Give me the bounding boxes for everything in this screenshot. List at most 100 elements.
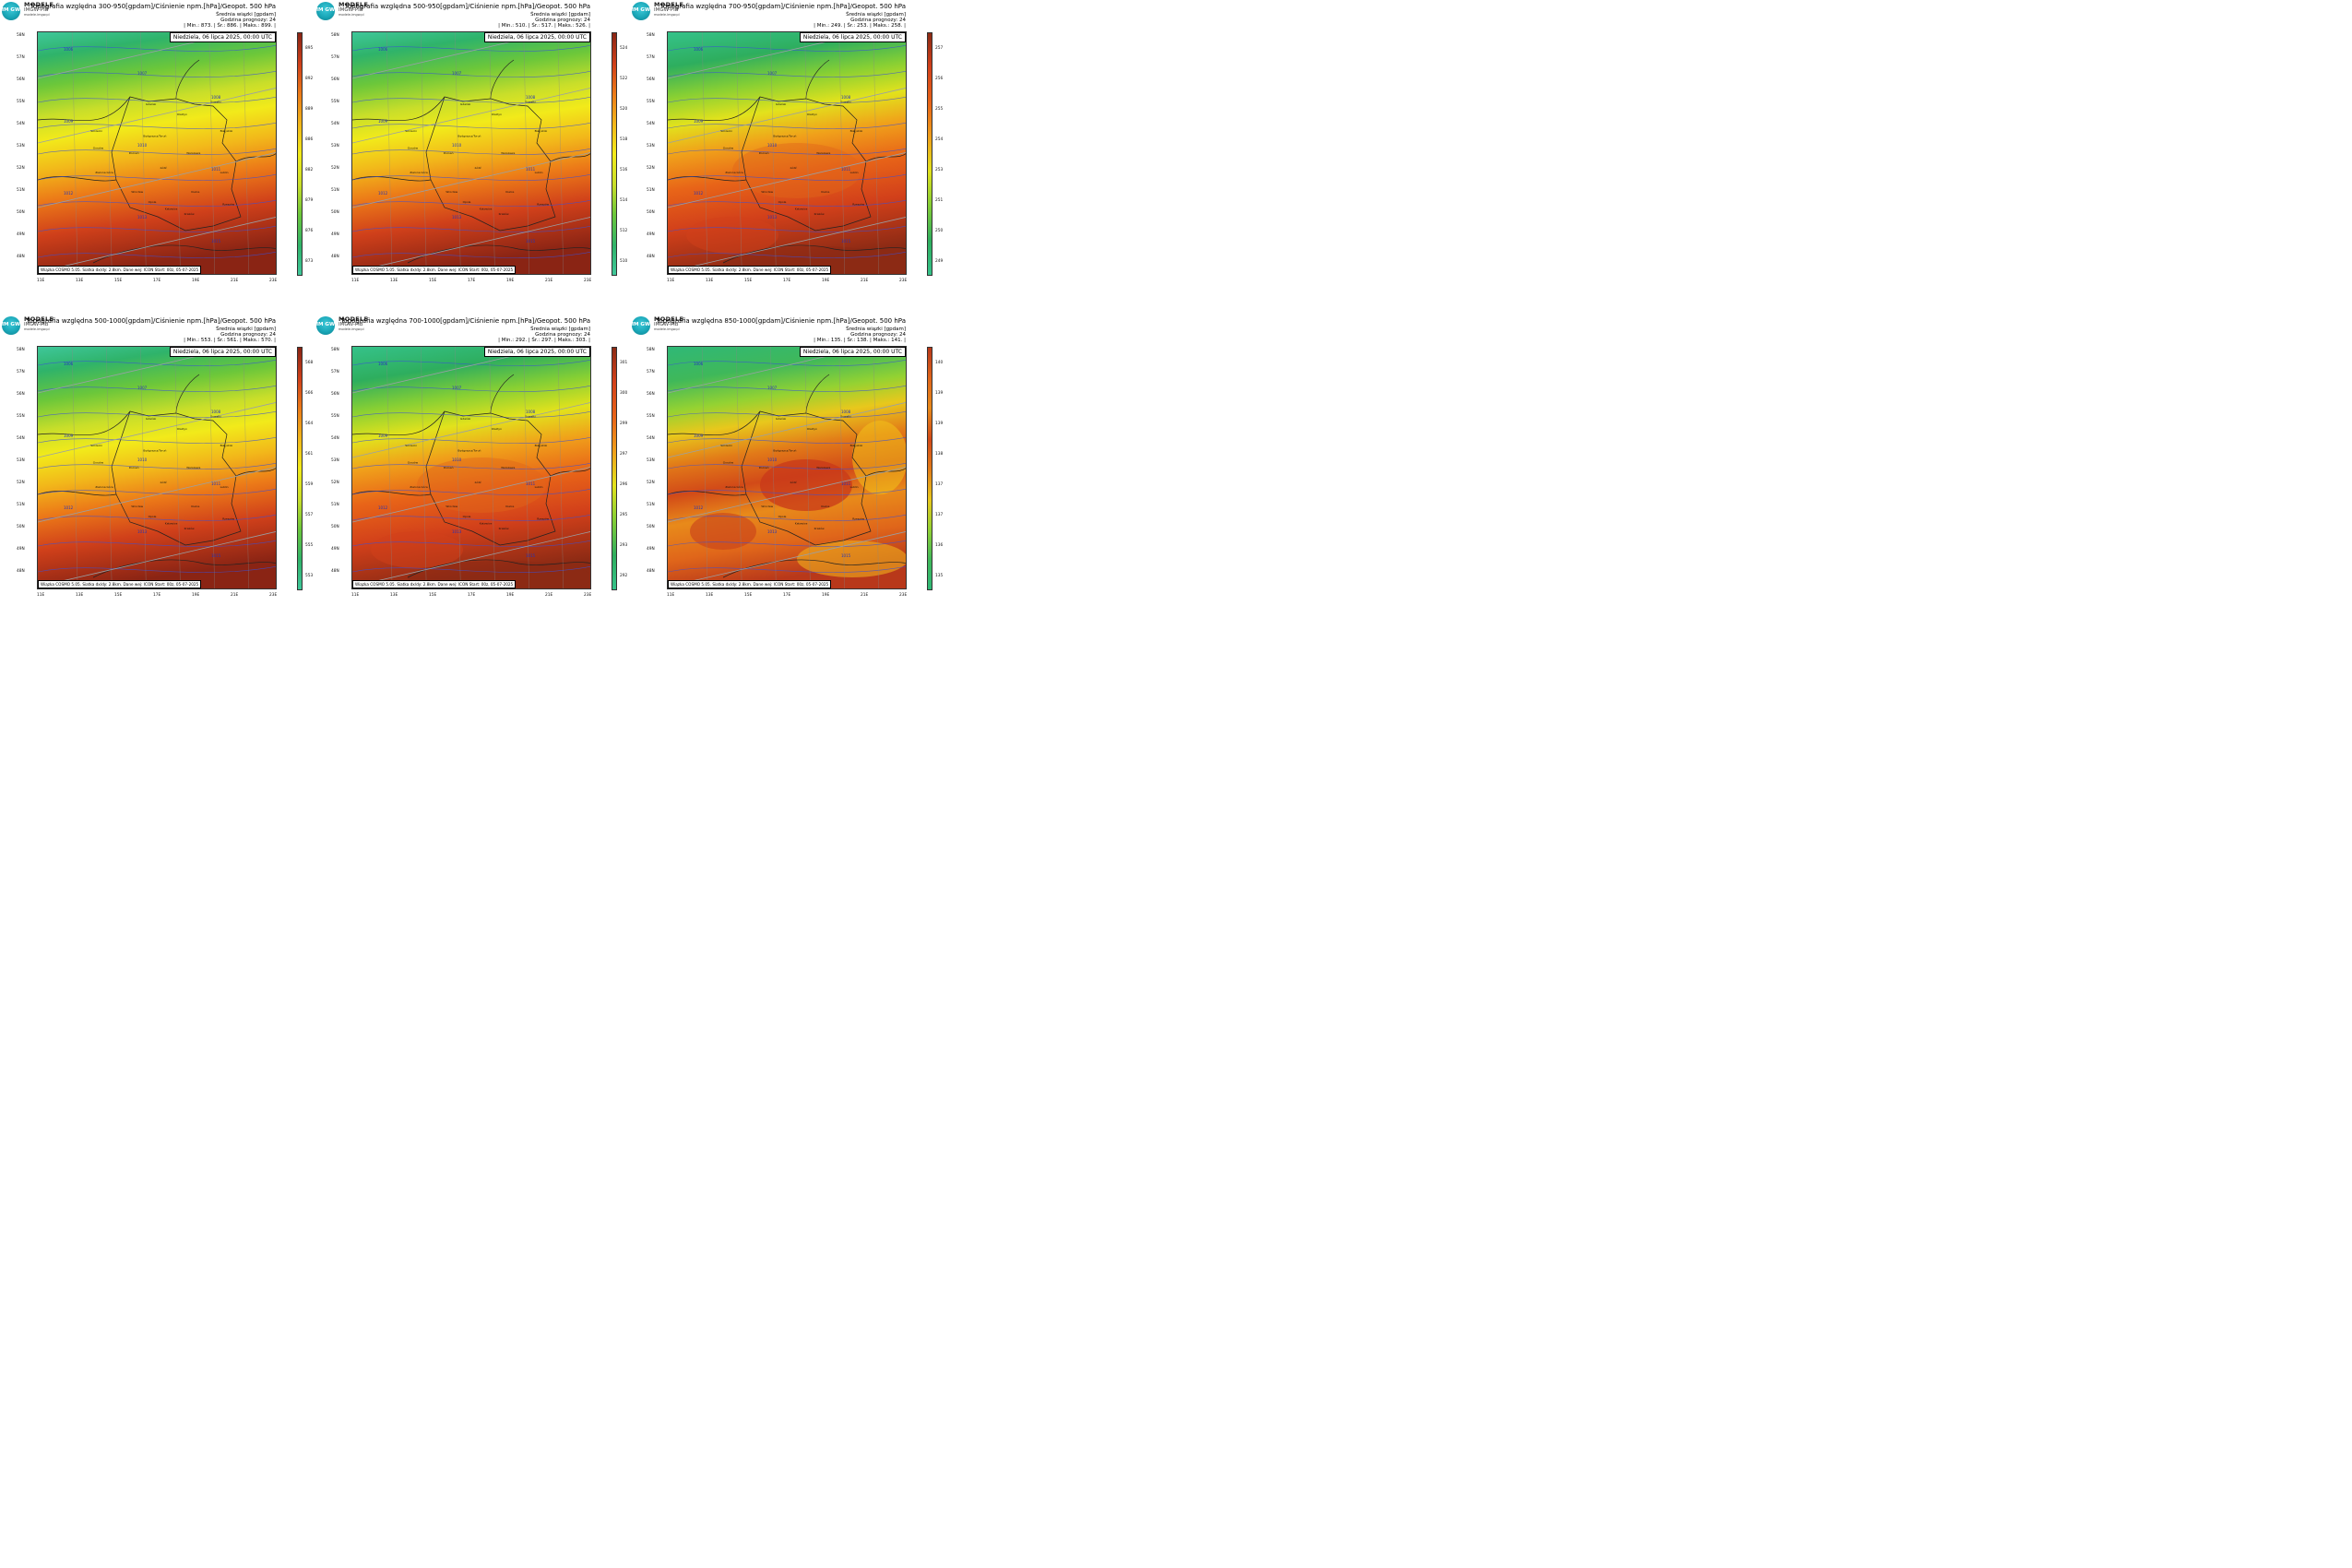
map-area: 1006 1007 1008 1009 1010 1011 1012 1013 1015 Gdań… — [667, 31, 907, 275]
latitude-label: 50N — [647, 525, 655, 529]
latitude-label: 56N — [331, 77, 339, 82]
meridian-line — [106, 32, 113, 274]
longitude-label: 23E — [269, 279, 278, 283]
latitude-label: 58N — [17, 348, 25, 352]
isobar-line — [38, 45, 276, 52]
latitude-label: 57N — [331, 370, 339, 374]
meridian-line — [71, 32, 78, 274]
city-label: Katowice — [795, 208, 808, 211]
latitude-label: 52N — [17, 481, 25, 485]
map-canvas: 1006 1007 1008 1009 1010 1011 1012 1013 1015 Gdań… — [668, 347, 906, 588]
latitude-label: 49N — [647, 547, 655, 552]
geopotential-line — [38, 347, 239, 394]
stats-line: | Min.: 135. | Śr.: 138. | Maks.: 141. | — [814, 338, 906, 343]
border-line — [668, 491, 747, 496]
colorbar-tick: 250 — [935, 229, 944, 233]
longitude-label: 11E — [37, 593, 45, 598]
map-panel: IM GW MODELE IMGW-PIB modele.imgw.pl Topogra… — [315, 0, 629, 315]
isobar-line — [668, 200, 906, 207]
meridian-line — [208, 32, 215, 274]
meridian-line — [701, 347, 708, 588]
latitude-label: 50N — [331, 210, 339, 215]
border-line — [425, 96, 556, 232]
panel-subtitle: Średnia wiązki [gpdam] — [846, 327, 906, 332]
latitude-label: 52N — [647, 166, 655, 171]
latitude-label: 55N — [17, 414, 25, 419]
isobar-label: 1010 — [452, 143, 462, 148]
city-label: Olsztyn — [177, 427, 187, 431]
latitude-label: 48N — [17, 569, 25, 574]
isobar-label: 1009 — [378, 119, 388, 124]
longitude-label: 21E — [545, 593, 553, 598]
logo-brand-sub: IMGW-PIB — [24, 322, 49, 327]
city-label: Rzeszów — [537, 517, 549, 520]
colorbar-tick: 873 — [305, 259, 314, 264]
longitude-label: 15E — [429, 593, 437, 598]
isobar-line — [38, 97, 276, 103]
model-info: Wiązka COSMO 5.05. Siatka dx/dy: 2.8km. … — [352, 580, 517, 588]
field-anomaly — [371, 531, 463, 568]
meridian-line — [106, 347, 113, 588]
city-label: Warszawa — [186, 151, 200, 155]
meridian-line — [174, 32, 181, 274]
colorbar-tick: 137 — [935, 482, 944, 487]
isobar-label: 1012 — [694, 505, 704, 510]
map-panel: IM GW MODELE IMGW-PIB modele.imgw.pl Topogra… — [630, 0, 944, 315]
isobar-label: 1006 — [694, 362, 704, 366]
city-label: Łódź — [474, 166, 481, 170]
city-label: Kielce — [191, 190, 199, 194]
isobar-line — [668, 386, 906, 392]
city-label: Szczecin — [405, 444, 417, 447]
city-label: Gorzów — [93, 461, 104, 465]
geopotential-line — [38, 217, 276, 273]
colorbar-tick: 889 — [305, 107, 314, 112]
isobar-label: 1006 — [694, 47, 704, 52]
logo-site: modele.imgw.pl — [24, 327, 50, 331]
meridian-line — [71, 347, 78, 588]
colorbar-tick: 522 — [620, 77, 628, 81]
city-label: Kielce — [505, 190, 514, 194]
longitude-label: 21E — [231, 279, 239, 283]
panel-subtitle: Średnia wiązki [gpdam] — [530, 12, 590, 18]
isobar-line — [352, 360, 590, 366]
isobar-line — [668, 97, 906, 103]
latitude-label: 56N — [647, 77, 655, 82]
geopotential-line — [38, 88, 276, 144]
colorbar-tick: 876 — [305, 229, 314, 233]
colorbar-tick: 559 — [305, 482, 314, 487]
longitude-label: 17E — [783, 279, 791, 283]
logo-site: modele.imgw.pl — [339, 327, 364, 331]
city-label: Białystok — [535, 129, 548, 133]
geopotential-line — [352, 402, 590, 458]
latitude-label: 49N — [647, 232, 655, 237]
isobar-label: 1011 — [211, 167, 221, 172]
isobar-line — [668, 437, 906, 444]
isobar-label: 1013 — [452, 529, 462, 534]
border-line — [668, 176, 747, 182]
city-label: Białystok — [535, 444, 548, 447]
colorbar-tick: 293 — [620, 543, 628, 548]
colorbar — [297, 32, 303, 276]
panel-subtitle: Średnia wiązki [gpdam] — [846, 12, 906, 18]
city-label: Olsztyn — [492, 113, 502, 116]
isobar-label: 1007 — [767, 386, 778, 390]
border-line — [38, 96, 131, 121]
colorbar-tick: 516 — [620, 168, 628, 172]
city-label: Białystok — [850, 129, 863, 133]
longitude-label: 21E — [231, 593, 239, 598]
isobar-line — [668, 540, 906, 547]
city-label: Opole — [148, 515, 157, 518]
latitude-label: 51N — [17, 188, 25, 193]
meridian-line — [770, 347, 777, 588]
longitude-label: 11E — [351, 593, 360, 598]
model-info: Wiązka COSMO 5.05. Siatka dx/dy: 2.8km. … — [38, 266, 202, 274]
geopotential-line — [668, 217, 906, 273]
isobar-line — [38, 566, 276, 573]
isobar-line — [352, 566, 590, 573]
colorbar-tick: 520 — [620, 107, 628, 112]
city-label: Bydgoszcz/Toruń — [457, 449, 481, 453]
longitude-label: 23E — [899, 279, 908, 283]
city-label: Kraków — [184, 212, 196, 216]
border-line — [668, 410, 761, 435]
isobar-line — [668, 463, 906, 469]
